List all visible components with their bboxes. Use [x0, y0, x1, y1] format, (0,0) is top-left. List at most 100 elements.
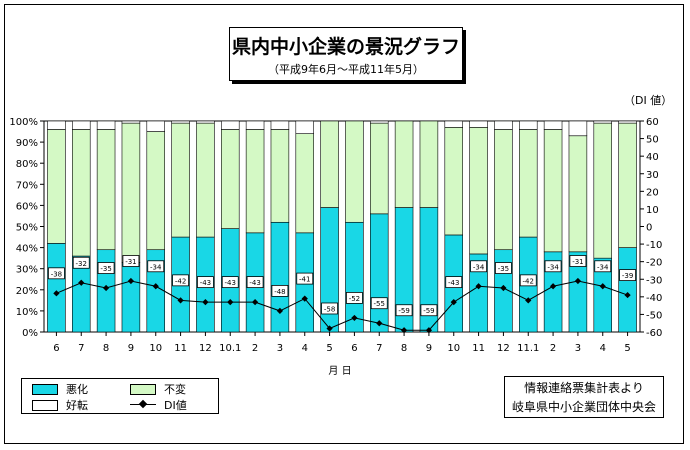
chart-subtitle: （平成9年6月～平成11年5月）: [268, 63, 424, 76]
di-label-box: [420, 304, 438, 317]
bar-bad: [121, 262, 141, 333]
x-tick-label: 3: [277, 343, 283, 354]
di-label-box: [346, 292, 363, 304]
di-data-label: -42: [523, 277, 534, 285]
right-tick-label: -30: [646, 275, 662, 286]
left-tick-label: 30%: [16, 265, 38, 276]
x-tick-label: 5: [326, 343, 332, 354]
bar-neutral: [196, 122, 215, 238]
source-box: 情報連絡票集計表より 岐阜県中小企業団体中央会: [504, 376, 664, 418]
bar-neutral: [419, 120, 439, 208]
bar-neutral: [593, 122, 612, 259]
di-marker: [599, 283, 606, 290]
right-tick-label: -10: [646, 240, 662, 251]
di-marker: [276, 307, 284, 315]
bar-neutral: [295, 133, 314, 234]
di-label-box: [519, 274, 537, 287]
left-tick-label: 80%: [16, 159, 38, 170]
di-label-box: [147, 260, 165, 273]
di-data-label: -43: [448, 279, 459, 287]
di-data-label: -34: [473, 263, 485, 271]
di-data-label: -43: [200, 279, 211, 287]
right-axis-label: （DI 値）: [624, 94, 673, 107]
di-data-label: -35: [100, 265, 111, 273]
bar-neutral: [47, 129, 66, 244]
legend-label-bad: 悪化: [66, 383, 88, 396]
x-tick-label: 2: [550, 343, 556, 354]
di-label-box: [619, 269, 636, 281]
right-tick-label: 30: [646, 170, 659, 181]
x-tick-label: 4: [302, 343, 308, 354]
right-tick-label: -50: [646, 310, 662, 321]
bar-good: [72, 120, 91, 130]
bar-neutral: [96, 129, 116, 251]
di-marker: [326, 325, 333, 332]
di-data-label: -55: [374, 300, 385, 308]
x-tick-label: 11: [174, 343, 187, 354]
x-tick-label: 4: [600, 343, 606, 354]
title-box: 県内中小企業の景況グラフ （平成9年6月～平成11年5月）: [229, 27, 463, 81]
right-tick-label: 20: [646, 187, 659, 198]
di-data-label: -59: [423, 307, 434, 315]
x-tick-label: 9: [128, 343, 134, 354]
bar-neutral: [146, 131, 165, 251]
legend-marker-di: [138, 399, 148, 409]
left-tick-label: 60%: [16, 201, 38, 212]
di-label-box: [296, 272, 314, 285]
bar-neutral: [519, 129, 538, 238]
di-data-label: -52: [349, 295, 360, 303]
x-tick-label: 12: [199, 343, 212, 354]
di-label-box: [271, 284, 289, 297]
di-marker: [400, 327, 408, 334]
bar-neutral: [469, 127, 488, 255]
legend: 悪化 不変 好転 DI値: [21, 378, 219, 414]
bar-neutral: [370, 122, 389, 215]
bar-good: [121, 120, 141, 124]
bar-neutral: [618, 122, 637, 248]
left-tick-label: 50%: [16, 223, 38, 234]
right-tick-label: -40: [646, 293, 662, 304]
bar-good: [469, 120, 488, 128]
left-tick-label: 70%: [16, 180, 38, 191]
di-label-box: [48, 267, 65, 280]
di-data-label: -34: [150, 263, 162, 271]
bar-neutral: [245, 129, 265, 234]
di-data-label: -59: [398, 307, 409, 315]
bar-good: [196, 120, 215, 124]
di-label-box: [395, 304, 413, 317]
di-label-box: [594, 260, 612, 273]
legend-label-di: DI値: [164, 399, 187, 412]
di-marker: [549, 283, 557, 290]
x-tick-label: 6: [53, 343, 59, 354]
bar-good: [618, 120, 637, 124]
legend-swatch-neutral: [130, 384, 156, 395]
di-label-box: [544, 260, 562, 273]
right-tick-label: 40: [646, 152, 659, 163]
di-data-label: -42: [175, 277, 186, 285]
di-marker: [475, 283, 482, 290]
di-data-label: -41: [299, 276, 310, 284]
bar-neutral: [72, 129, 91, 257]
bar-good: [47, 120, 66, 130]
di-marker: [450, 298, 457, 306]
di-label-box: [569, 255, 587, 267]
di-marker: [127, 277, 135, 285]
di-label-box: [321, 302, 338, 315]
bar-neutral: [444, 127, 463, 236]
source-line-1: 情報連絡票集計表より: [524, 381, 644, 395]
x-tick-label: 2: [252, 343, 258, 354]
x-tick-label: 3: [575, 343, 581, 354]
di-label-box: [197, 276, 214, 289]
bar-neutral: [494, 129, 513, 251]
legend-label-good: 好転: [66, 399, 88, 412]
left-tick-label: 20%: [16, 286, 38, 297]
di-data-label: -34: [547, 263, 559, 271]
di-data-label: -43: [225, 279, 236, 287]
di-data-label: -32: [76, 260, 87, 268]
di-label-box: [172, 274, 189, 287]
di-marker: [301, 295, 308, 302]
left-tick-label: 0%: [22, 328, 38, 339]
di-marker: [251, 298, 259, 306]
di-marker: [500, 284, 507, 292]
x-tick-label: 11.1: [517, 343, 539, 354]
